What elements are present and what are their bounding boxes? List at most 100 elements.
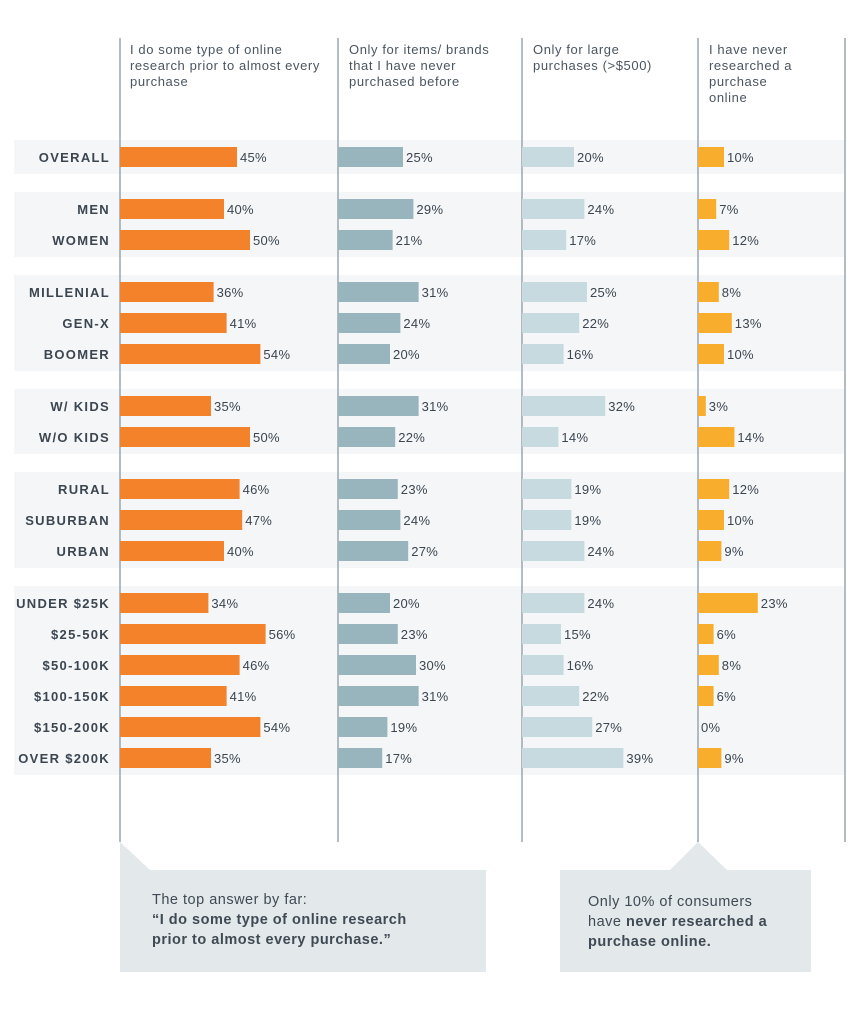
bar xyxy=(698,541,722,561)
bar xyxy=(120,427,250,447)
bar-value-label: 50% xyxy=(253,430,280,445)
bar-value-label: 19% xyxy=(390,720,417,735)
bar-value-label: 41% xyxy=(230,316,257,331)
bar xyxy=(120,199,224,219)
bar xyxy=(120,593,209,613)
bar-value-label: 24% xyxy=(403,513,430,528)
callout-pointer-top-answer xyxy=(120,842,150,870)
bar xyxy=(338,199,414,219)
bar xyxy=(698,655,719,675)
row-label: RURAL xyxy=(58,482,110,497)
bar xyxy=(522,686,580,706)
bar xyxy=(522,541,585,561)
callout-top-answer-line2: “I do some type of online research xyxy=(152,912,407,928)
bar-value-label: 27% xyxy=(595,720,622,735)
bar-value-label: 39% xyxy=(626,751,653,766)
bar-value-label: 45% xyxy=(240,150,267,165)
bar xyxy=(698,282,719,302)
bar-value-label: 23% xyxy=(761,596,788,611)
bar xyxy=(698,624,714,644)
bar xyxy=(522,230,567,250)
bar-value-label: 23% xyxy=(401,627,428,642)
bar xyxy=(698,313,732,333)
bar-value-label: 17% xyxy=(385,751,412,766)
bar-value-label: 56% xyxy=(269,627,296,642)
callout-top-answer: The top answer by far: “I do some type o… xyxy=(120,870,486,972)
bar-value-label: 19% xyxy=(574,513,601,528)
bar xyxy=(522,479,572,499)
bar xyxy=(338,717,388,737)
bar xyxy=(338,655,416,675)
row-label: W/O KIDS xyxy=(39,430,110,445)
bar xyxy=(120,541,224,561)
bar-value-label: 3% xyxy=(709,399,729,414)
bar-value-label: 10% xyxy=(727,347,754,362)
bar-value-label: 46% xyxy=(243,482,270,497)
bar-value-label: 16% xyxy=(567,658,594,673)
callout-pointer-never xyxy=(670,842,727,870)
bar-value-label: 25% xyxy=(590,285,617,300)
bar-value-label: 12% xyxy=(732,233,759,248)
row-label: OVER $200K xyxy=(18,751,110,766)
bar xyxy=(522,147,574,167)
bar-value-label: 19% xyxy=(574,482,601,497)
bar xyxy=(338,344,390,364)
bar xyxy=(120,624,266,644)
bar-value-label: 8% xyxy=(722,658,742,673)
bar xyxy=(338,230,393,250)
bar xyxy=(338,313,401,333)
bar-value-label: 40% xyxy=(227,202,254,217)
bar-value-label: 22% xyxy=(398,430,425,445)
row-label: $150-200K xyxy=(34,720,110,735)
bar xyxy=(338,686,419,706)
bar xyxy=(120,748,211,768)
bar xyxy=(338,147,403,167)
bar xyxy=(522,396,606,416)
bar-value-label: 6% xyxy=(717,689,737,704)
bar-value-label: 27% xyxy=(411,544,438,559)
bar xyxy=(698,510,724,530)
bar-value-label: 46% xyxy=(243,658,270,673)
bar xyxy=(522,427,559,447)
bar-value-label: 40% xyxy=(227,544,254,559)
bar xyxy=(120,396,211,416)
bar xyxy=(338,510,401,530)
bar xyxy=(120,655,240,675)
column-header-never-researched: I have never researched a purchase onlin… xyxy=(709,42,793,105)
bar-value-label: 20% xyxy=(393,347,420,362)
bar-value-label: 35% xyxy=(214,751,241,766)
column-header-every-purchase: I do some type of online research prior … xyxy=(130,42,320,89)
bar-value-label: 6% xyxy=(717,627,737,642)
bar xyxy=(120,479,240,499)
row-label: $100-150K xyxy=(34,689,110,704)
bar xyxy=(120,282,214,302)
bar-value-label: 32% xyxy=(608,399,635,414)
bar-value-label: 20% xyxy=(393,596,420,611)
bar xyxy=(522,199,585,219)
bar xyxy=(698,147,724,167)
bar xyxy=(698,199,717,219)
bar-value-label: 22% xyxy=(582,316,609,331)
bar-value-label: 7% xyxy=(719,202,739,217)
bar-value-label: 10% xyxy=(727,150,754,165)
row-label: MILLENIAL xyxy=(29,285,110,300)
bar xyxy=(338,748,383,768)
bar-value-label: 16% xyxy=(567,347,594,362)
callout-never-line3: purchase online. xyxy=(588,934,712,950)
bar-value-label: 22% xyxy=(582,689,609,704)
row-label: OVERALL xyxy=(39,150,110,165)
bar xyxy=(522,282,587,302)
bar-value-label: 14% xyxy=(737,430,764,445)
callout-top-answer-line1: The top answer by far: xyxy=(152,892,308,908)
callout-top-answer-line3: prior to almost every purchase.” xyxy=(152,932,392,948)
bar xyxy=(522,624,561,644)
bar-value-label: 30% xyxy=(419,658,446,673)
bar-value-label: 9% xyxy=(724,544,744,559)
row-label: GEN-X xyxy=(62,316,110,331)
row-label: MEN xyxy=(77,202,110,217)
bar-value-label: 34% xyxy=(211,596,238,611)
bar xyxy=(522,344,564,364)
bar xyxy=(338,396,419,416)
row-label: URBAN xyxy=(57,544,110,559)
